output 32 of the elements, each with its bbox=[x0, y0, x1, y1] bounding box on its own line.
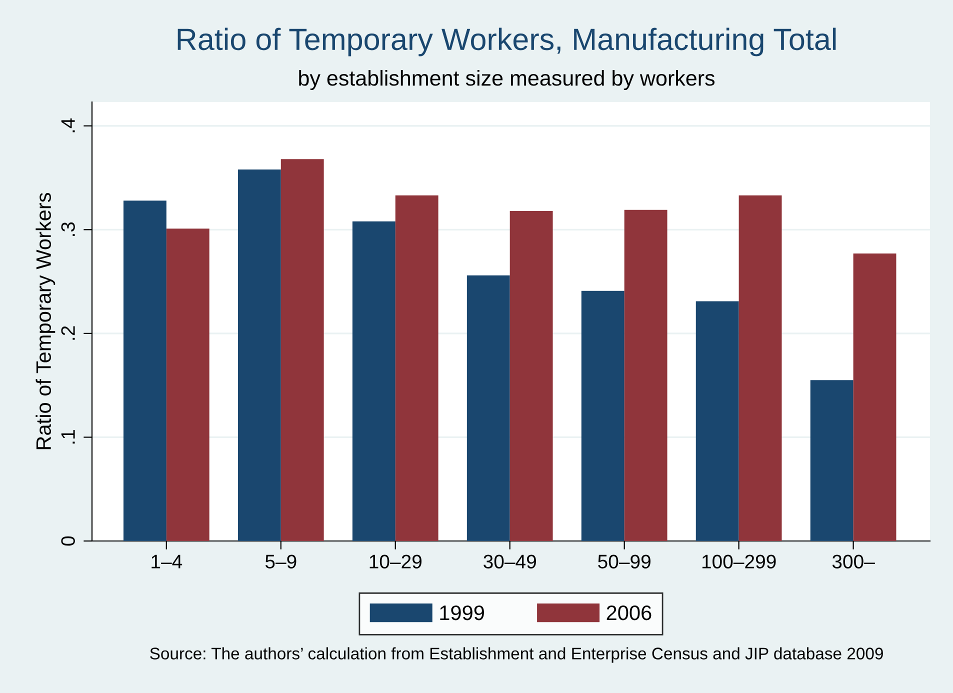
y-tick-label: 0 bbox=[61, 536, 75, 546]
bar bbox=[738, 195, 782, 541]
legend-label: 1999 bbox=[440, 605, 484, 620]
chart-subtitle: by establishment size measured by workers bbox=[299, 70, 715, 90]
x-tick-label: 50–99 bbox=[598, 554, 650, 568]
bar bbox=[466, 275, 510, 541]
x-tick-label: 1–4 bbox=[152, 554, 182, 568]
y-tick-label: .2 bbox=[61, 326, 75, 340]
x-tick-label: 5–9 bbox=[265, 554, 296, 568]
bar bbox=[123, 200, 166, 541]
bar bbox=[581, 290, 624, 541]
x-tick-label: 10–29 bbox=[370, 554, 422, 568]
bar bbox=[352, 221, 396, 541]
y-tick-label: .1 bbox=[61, 430, 75, 444]
y-tick-label: .3 bbox=[61, 222, 75, 236]
legend-label: 2006 bbox=[606, 605, 652, 620]
bar bbox=[810, 380, 854, 541]
bar bbox=[395, 195, 438, 541]
bar bbox=[853, 254, 896, 541]
bar bbox=[238, 169, 281, 541]
source-note: Source: The authors’ calculation from Establishment and Enterprise Census and JIP database 2009 bbox=[150, 647, 883, 663]
bar bbox=[624, 210, 668, 541]
bar bbox=[280, 159, 324, 541]
y-axis-title: Ratio of Temporary Workers bbox=[36, 192, 56, 450]
bar bbox=[696, 301, 739, 541]
x-tick-label: 100–299 bbox=[702, 554, 776, 568]
bar bbox=[166, 228, 210, 541]
chart-title: Ratio of Temporary Workers, Manufacturing Total bbox=[178, 28, 836, 56]
y-tick-label: .4 bbox=[61, 118, 75, 132]
x-tick-label: 30–49 bbox=[484, 554, 536, 568]
bar bbox=[510, 210, 553, 541]
x-tick-label: 300– bbox=[832, 554, 875, 568]
